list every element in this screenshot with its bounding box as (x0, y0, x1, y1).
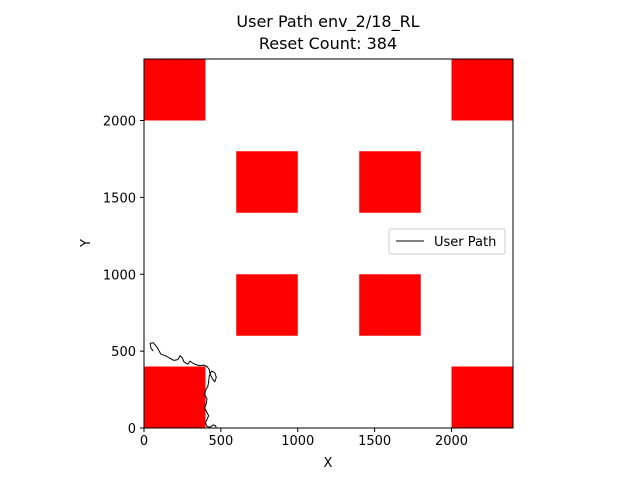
y-axis: 0 500 1000 1500 2000 (103, 115, 144, 437)
y-tick-label: 1500 (103, 191, 136, 206)
x-tick-label: 500 (208, 434, 233, 449)
obstacle-6 (359, 274, 421, 336)
y-tick-label: 500 (111, 345, 136, 360)
x-tick-label: 0 (140, 434, 148, 449)
y-tick-label: 2000 (103, 115, 136, 130)
legend: User Path (388, 228, 506, 255)
legend-box (388, 228, 506, 255)
chart-subtitle: Reset Count: 384 (259, 34, 397, 53)
x-tick-label: 1000 (281, 434, 314, 449)
y-tick-label: 0 (128, 422, 136, 437)
x-tick-label: 2000 (435, 434, 468, 449)
x-axis: 0 500 1000 1500 2000 (140, 428, 468, 449)
obstacle-1 (144, 59, 206, 121)
plot-frame (143, 58, 514, 429)
obstacle-7 (144, 366, 206, 428)
y-tick-label: 1000 (103, 268, 136, 283)
x-tick-label: 1500 (358, 434, 391, 449)
obstacle-4 (359, 151, 421, 213)
chart-title: User Path env_2/18_RL (236, 12, 419, 32)
user-path-layer (149, 342, 217, 429)
obstacle-2 (451, 59, 513, 121)
legend-label: User Path (434, 235, 496, 250)
obstacle-8 (451, 366, 513, 428)
obstacle-layer (144, 59, 513, 428)
obstacle-3 (236, 151, 298, 213)
x-axis-label: X (324, 456, 333, 471)
y-axis-label: Y (79, 239, 94, 248)
obstacle-5 (236, 274, 298, 336)
user-path-line (149, 342, 217, 429)
